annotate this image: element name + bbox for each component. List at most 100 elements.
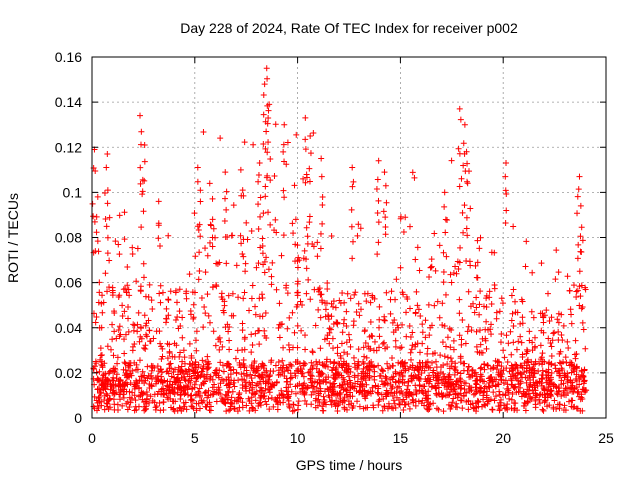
- data-point: [310, 130, 317, 137]
- data-point: [131, 322, 138, 329]
- data-point: [192, 358, 199, 365]
- data-point: [159, 353, 166, 360]
- data-point: [225, 292, 232, 299]
- data-point: [419, 397, 426, 404]
- data-point: [156, 328, 163, 335]
- data-point: [344, 369, 351, 376]
- data-point: [343, 368, 350, 375]
- data-point: [555, 388, 562, 395]
- peak-point: [106, 257, 113, 264]
- data-point: [573, 377, 580, 384]
- data-point: [307, 296, 314, 303]
- data-point: [510, 384, 517, 391]
- data-point: [498, 363, 505, 370]
- data-point: [235, 377, 242, 384]
- data-point: [349, 404, 356, 411]
- peak-point: [207, 239, 214, 246]
- data-point: [410, 399, 417, 406]
- data-point: [290, 344, 297, 351]
- data-point: [515, 381, 522, 388]
- data-point: [544, 390, 551, 397]
- data-point: [504, 406, 511, 413]
- data-point: [130, 327, 137, 334]
- data-point: [190, 301, 197, 308]
- data-point: [549, 337, 556, 344]
- data-point: [242, 385, 249, 392]
- data-point: [579, 407, 586, 414]
- data-point: [171, 353, 178, 360]
- data-point: [381, 317, 388, 324]
- data-point: [125, 303, 132, 310]
- data-point: [229, 232, 236, 239]
- data-point: [582, 284, 589, 291]
- data-point: [242, 260, 249, 267]
- data-point: [495, 403, 502, 410]
- data-point: [402, 359, 409, 366]
- data-point: [514, 309, 521, 316]
- data-point: [404, 295, 411, 302]
- data-point: [421, 402, 428, 409]
- data-point: [460, 392, 467, 399]
- data-point: [371, 373, 378, 380]
- data-point: [572, 355, 579, 362]
- data-point: [376, 303, 383, 310]
- data-point: [464, 328, 471, 335]
- data-point: [268, 383, 275, 390]
- data-point: [183, 290, 190, 297]
- data-point: [517, 371, 524, 378]
- data-point: [510, 286, 517, 293]
- peak-point: [306, 213, 313, 220]
- data-point: [553, 405, 560, 412]
- data-point: [121, 308, 128, 315]
- data-point: [277, 321, 284, 328]
- data-point: [126, 404, 133, 411]
- data-point: [140, 260, 147, 267]
- data-point: [224, 388, 231, 395]
- data-point: [302, 346, 309, 353]
- data-point: [434, 298, 441, 305]
- peak-point: [95, 248, 102, 255]
- data-point: [392, 337, 399, 344]
- peak-point: [139, 191, 146, 198]
- data-point: [391, 390, 398, 397]
- data-point: [415, 306, 422, 313]
- data-point: [259, 243, 266, 250]
- data-point: [553, 247, 560, 254]
- peak-point: [197, 198, 204, 205]
- data-point: [440, 279, 447, 286]
- data-point: [343, 339, 350, 346]
- data-point: [369, 362, 376, 369]
- data-point: [560, 322, 567, 329]
- data-point: [284, 325, 291, 332]
- data-point: [322, 306, 329, 313]
- data-point: [217, 359, 224, 366]
- data-point: [343, 391, 350, 398]
- data-point: [281, 194, 288, 201]
- peak-point: [280, 232, 287, 239]
- data-point: [188, 392, 195, 399]
- data-point: [164, 340, 171, 347]
- data-point: [568, 397, 575, 404]
- peak-point: [381, 169, 388, 176]
- y-tick-label: 0.12: [55, 139, 82, 155]
- data-point: [574, 405, 581, 412]
- data-point: [366, 333, 373, 340]
- data-point: [429, 350, 436, 357]
- data-point: [271, 172, 278, 179]
- data-point: [486, 288, 493, 295]
- data-point: [413, 387, 420, 394]
- peak-point: [318, 155, 325, 162]
- peak-point: [103, 223, 110, 230]
- data-point: [470, 404, 477, 411]
- data-point: [473, 400, 480, 407]
- data-point: [496, 388, 503, 395]
- data-point: [183, 295, 190, 302]
- peak-point: [458, 175, 465, 182]
- data-point: [324, 280, 331, 287]
- data-point: [146, 327, 153, 334]
- data-point: [369, 333, 376, 340]
- data-point: [477, 371, 484, 378]
- data-point: [149, 376, 156, 383]
- data-point: [252, 390, 259, 397]
- data-point: [564, 338, 571, 345]
